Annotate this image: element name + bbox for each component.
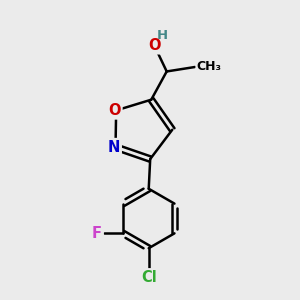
Text: Cl: Cl [141,270,157,285]
Text: F: F [92,226,102,241]
Text: CH₃: CH₃ [196,61,221,74]
Text: O: O [108,103,121,118]
Text: O: O [148,38,161,53]
Text: N: N [108,140,120,154]
Text: H: H [157,29,168,42]
